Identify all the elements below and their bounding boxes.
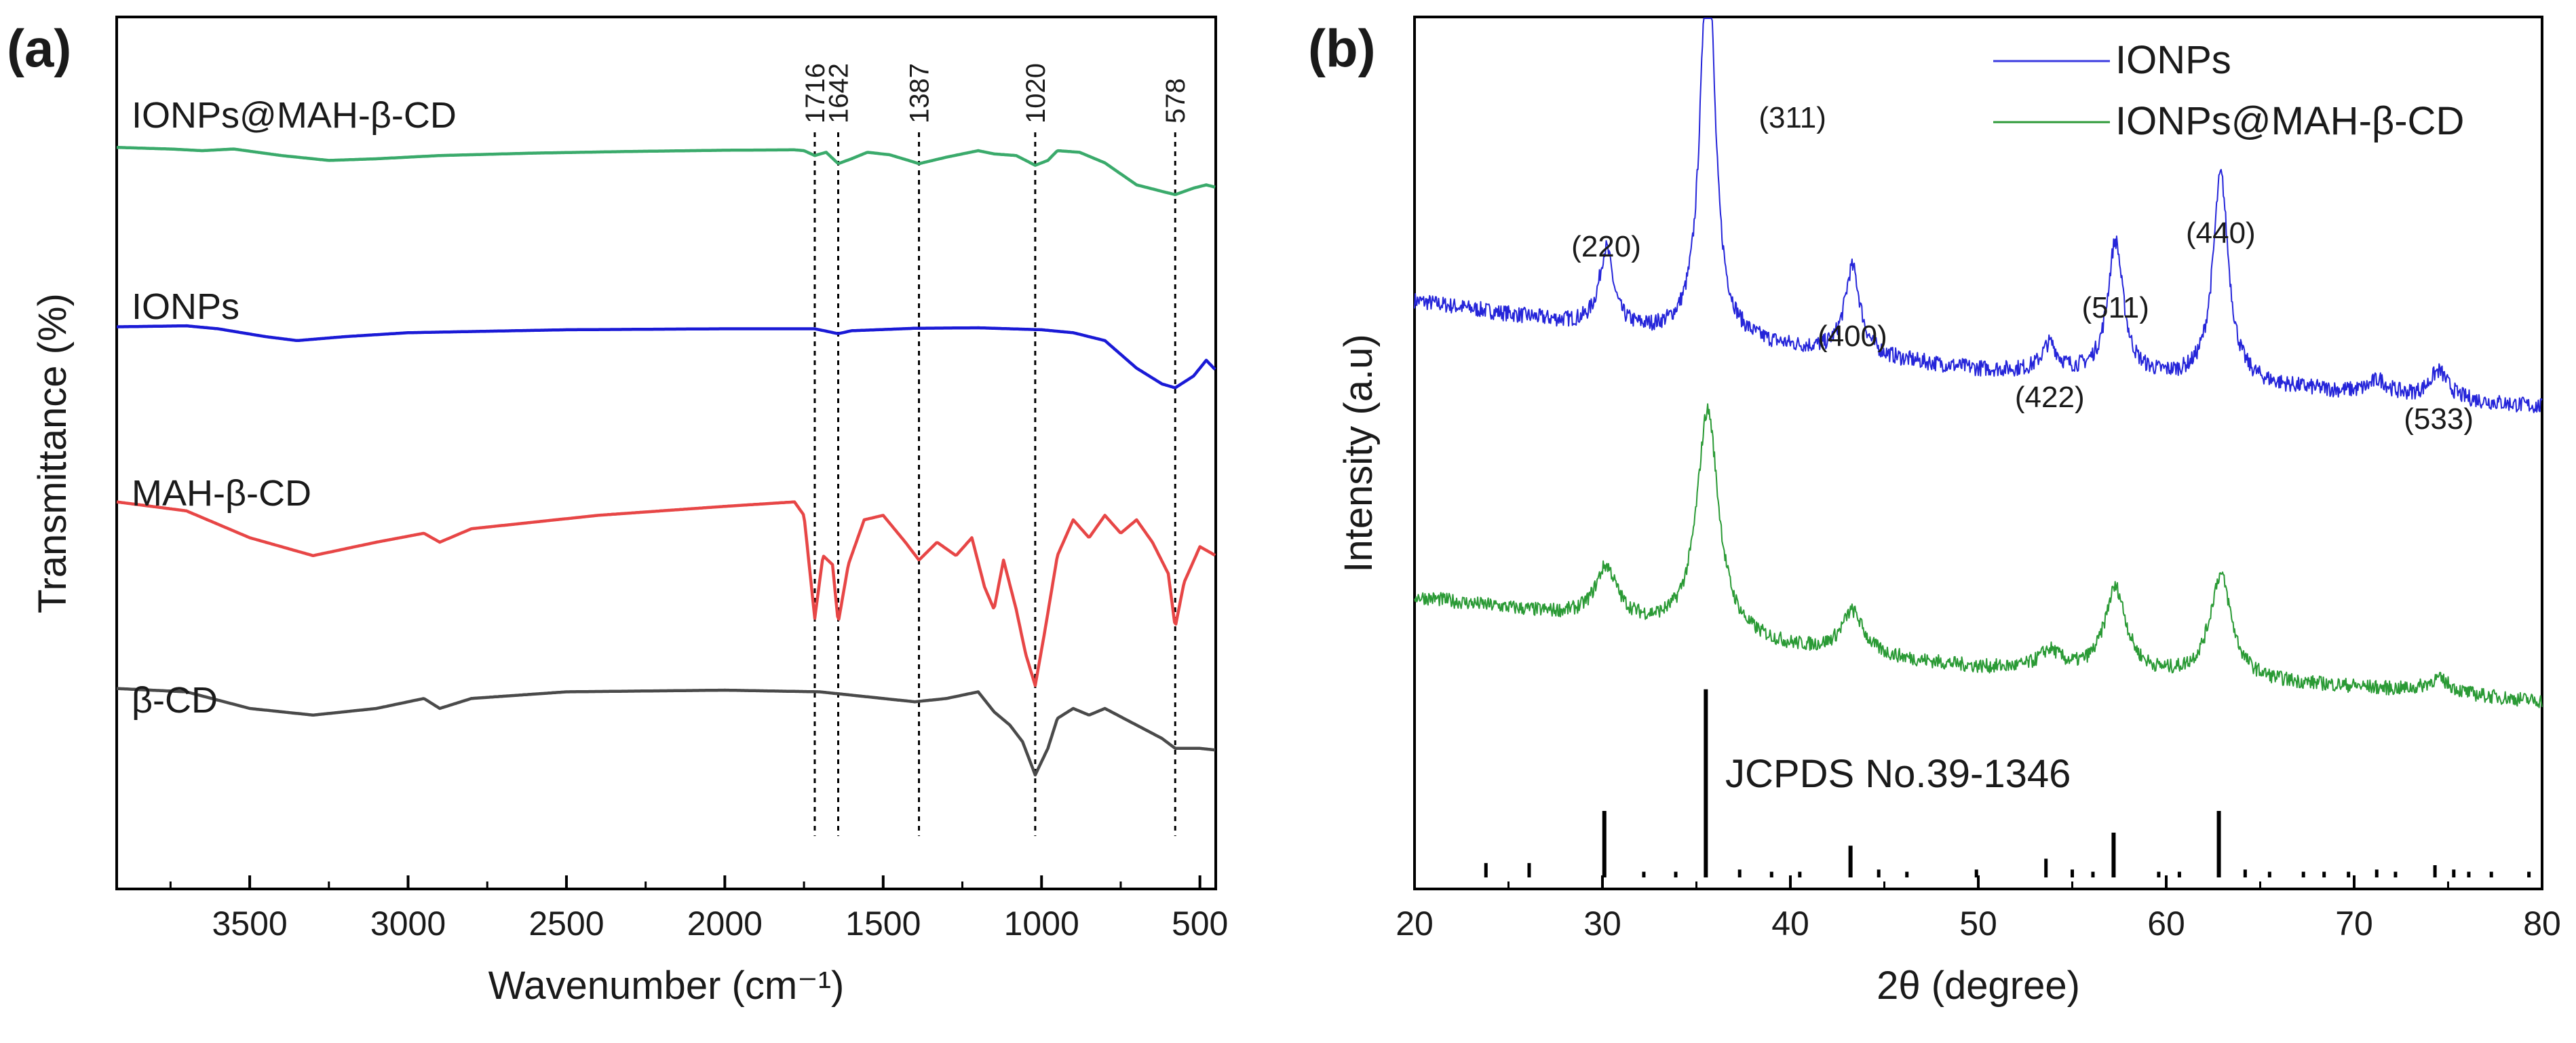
xrd-x-axis-title: 2θ (degree) [1877,964,2080,1008]
ftir-series-line-1 [116,324,1216,390]
panel-a-label: (a) [7,18,71,78]
ftir-x-tick-label-3: 2000 [687,905,763,943]
xrd-x-tick-label-3: 50 [1959,905,1997,943]
panel-b-label: (b) [1308,18,1376,78]
xrd-reference-label: JCPDS No.39-1346 [1725,752,2071,796]
xrd-peak-label-1: (311) [1758,101,1826,134]
ftir-series-line-0 [116,145,1216,196]
xrd-legend-label-1: IONPs@MAH-β-CD [2115,99,2464,143]
xrd-peak-label-4: (511) [2081,291,2149,324]
xrd-panel: (b) (220)(311)(400)(422)(511)(440)(533) … [1308,16,2561,1008]
xrd-x-tick-label-4: 60 [2147,905,2185,943]
xrd-peak-label-2: (400) [1818,320,1887,353]
xrd-peak-label-3: (422) [2015,381,2085,414]
xrd-series [1414,18,2543,708]
ftir-x-tick-label-6: 500 [1172,905,1228,943]
xrd-x-tick-label-6: 80 [2523,905,2561,943]
xrd-peak-label-5: (440) [2186,216,2256,250]
xrd-x-tick-label-0: 20 [1396,905,1434,943]
ftir-plot-frame [115,16,1217,890]
ftir-y-axis-title: Transmittance (%) [31,293,75,613]
xrd-peak-label-6: (533) [2404,402,2474,436]
xrd-x-tick-label-1: 30 [1583,905,1621,943]
ftir-series-label-2: MAH-β-CD [132,473,311,514]
ftir-peak-marker-label-1: 1642 [824,63,854,124]
ftir-x-tick-label-1: 3000 [370,905,446,943]
ftir-series-line-3 [116,687,1216,777]
ftir-series-labels: IONPs@MAH-β-CD IONPs MAH-β-CD β-CD [132,95,457,721]
xrd-series-line-0 [1414,18,2543,413]
ftir-series-label-0: IONPs@MAH-β-CD [132,95,457,136]
ftir-series-label-1: IONPs [132,286,239,327]
xrd-series-line-1 [1414,403,2543,708]
ftir-x-tick-label-0: 3500 [212,905,287,943]
xrd-y-axis-title: Intensity (a.u) [1337,334,1381,572]
ftir-x-ticks: 3500 3000 2500 2000 1500 1000 500 [169,875,1228,943]
ftir-x-axis-title: Wavenumber (cm⁻¹) [488,964,845,1008]
xrd-reference-pattern [1484,689,2531,877]
xrd-legend: IONPs IONPs@MAH-β-CD [1993,38,2464,143]
ftir-x-tick-label-5: 1000 [1004,905,1079,943]
xrd-legend-label-0: IONPs [2115,38,2231,82]
ftir-series [116,145,1216,777]
ftir-peak-marker-label-4: 578 [1161,78,1191,124]
ftir-x-tick-label-4: 1500 [845,905,921,943]
ftir-peak-marker-label-3: 1020 [1021,63,1051,124]
ftir-series-label-3: β-CD [132,680,218,721]
xrd-peak-label-0: (220) [1571,230,1641,263]
ftir-peak-marker-label-2: 1387 [905,63,935,124]
xrd-peak-labels: (220) (311) (400) (422) (511) (440) (533) [1571,101,2474,436]
xrd-x-tick-label-5: 70 [2335,905,2373,943]
xrd-x-tick-label-2: 40 [1771,905,1809,943]
ftir-peak-marker-label-0: 1716 [801,63,830,124]
ftir-x-tick-label-2: 2500 [528,905,604,943]
xrd-x-ticks: 20 30 40 50 60 70 80 [1396,875,2561,943]
ftir-series-line-2 [116,500,1216,687]
